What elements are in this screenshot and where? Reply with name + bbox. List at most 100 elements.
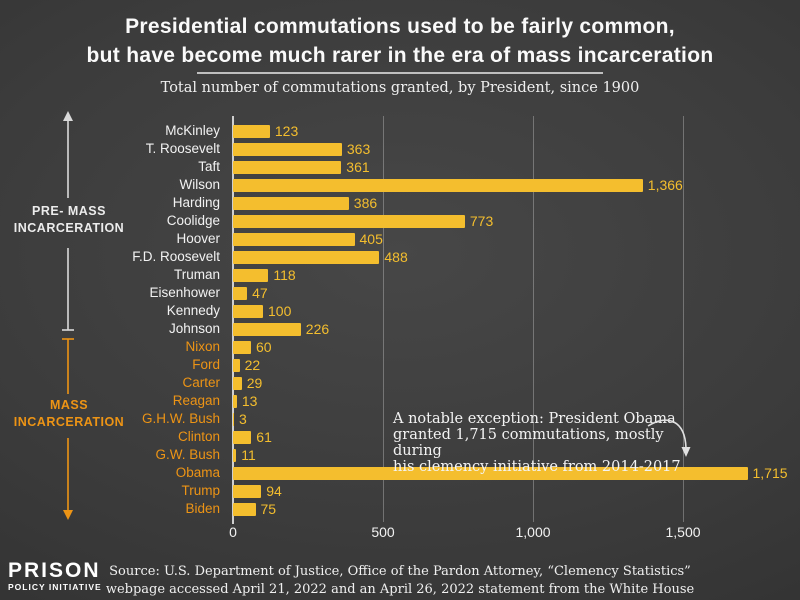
annotation-arrow-icon: [647, 419, 691, 457]
president-label: McKinley: [165, 123, 220, 138]
chart-row: Trump 94: [0, 482, 800, 500]
president-label: G.W. Bush: [155, 447, 220, 462]
president-label: G.H.W. Bush: [141, 411, 220, 426]
chart-row: McKinley 123: [0, 122, 800, 140]
president-label: T. Roosevelt: [145, 141, 220, 156]
logo-prison: PRISON: [8, 559, 101, 582]
bar: [233, 160, 342, 174]
president-label: Trump: [181, 483, 220, 498]
bar: [233, 250, 380, 264]
value-label: 363: [346, 141, 371, 157]
value-label: 386: [353, 195, 378, 211]
gridline: [683, 116, 684, 522]
president-label: F.D. Roosevelt: [132, 249, 220, 264]
president-label: Nixon: [185, 339, 220, 354]
value-label: 1,366: [647, 177, 683, 193]
chart-row: Kennedy 100: [0, 302, 800, 320]
source-line-1: Source: U.S. Department of Justice, Offi…: [109, 564, 691, 579]
bar: [233, 358, 240, 372]
value-label: 22: [244, 357, 261, 373]
chart-row: Harding 386: [0, 194, 800, 212]
source-line-2: webpage accessed April 21, 2022 and an A…: [105, 581, 695, 597]
value-label: 405: [359, 231, 383, 247]
president-label: Kennedy: [166, 303, 220, 318]
value-label: 488: [384, 249, 408, 265]
value-label: 11: [241, 447, 256, 463]
chart-row: Coolidge 773: [0, 212, 800, 230]
chart-row: Reagan 13: [0, 392, 800, 410]
value-label: 75: [260, 501, 277, 517]
bar: [233, 340, 251, 354]
x-tick-label: 1,500: [665, 524, 701, 540]
president-label: Truman: [173, 267, 220, 282]
president-label: Johnson: [168, 321, 220, 336]
value-label: 118: [273, 267, 296, 283]
chart-row: Johnson 226: [0, 320, 800, 338]
president-label: Coolidge: [166, 213, 220, 228]
gridline: [533, 116, 534, 522]
president-label: Harding: [172, 195, 220, 210]
value-label: 361: [346, 159, 370, 175]
value-label: 13: [241, 393, 258, 409]
chart-row: Carter 29: [0, 374, 800, 392]
value-label: 29: [246, 375, 263, 391]
value-label: 100: [268, 303, 292, 319]
chart-row: Wilson 1,366: [0, 176, 800, 194]
logo-policy-initiative: POLICY INITIATIVE: [8, 582, 102, 592]
chart-row: T. Roosevelt 363: [0, 140, 800, 158]
president-label: Taft: [198, 159, 220, 174]
bar: [233, 412, 234, 426]
obama-annotation: A notable exception: President Obama gra…: [393, 411, 681, 475]
president-label: Clinton: [177, 429, 220, 444]
president-label: Hoover: [176, 231, 220, 246]
chart-row: Hoover 405: [0, 230, 800, 248]
president-label: Obama: [175, 465, 220, 480]
president-label: Reagan: [172, 393, 220, 408]
title-divider: [197, 72, 603, 74]
x-tick-label: 1,000: [515, 524, 551, 540]
pre-mass-arrow-icon: [62, 111, 74, 331]
bar: [233, 322, 301, 336]
y-axis-line: [232, 116, 234, 524]
chart-row: Taft 361: [0, 158, 800, 176]
chart-row: F.D. Roosevelt 488: [0, 248, 800, 266]
bar: [233, 484, 262, 498]
ppi-logo: PRISON POLICY INITIATIVE: [8, 560, 102, 592]
chart-row: Truman 118: [0, 266, 800, 284]
value-label: 773: [469, 213, 494, 229]
gridline: [383, 116, 384, 522]
bar: [233, 142, 342, 156]
chart-row: Eisenhower 47: [0, 284, 800, 302]
bar: [233, 268, 269, 282]
bar: [233, 214, 465, 228]
chart-row: Ford 22: [0, 356, 800, 374]
bar: [233, 124, 270, 138]
chart-row: Biden 75: [0, 500, 800, 518]
x-tick-label: 0: [229, 524, 237, 540]
bar: [233, 304, 263, 318]
chart-row: Nixon 60: [0, 338, 800, 356]
value-label: 60: [256, 339, 272, 355]
chart-row: Clinton 61: [0, 428, 800, 446]
mass-incarceration-label: MASS INCARCERATION: [13, 398, 125, 429]
president-label: Wilson: [179, 177, 220, 192]
title-line-1: Presidential commutations used to be fai…: [125, 15, 675, 38]
chart-title: Presidential commutations used to be fai…: [0, 12, 800, 70]
chart-row: G.H.W. Bush 3: [0, 410, 800, 428]
value-label: 226: [305, 321, 330, 337]
value-label: 123: [274, 123, 299, 139]
value-label: 94: [266, 483, 282, 499]
x-tick-label: 500: [371, 524, 395, 540]
chart-row: Obama 1,715: [0, 464, 800, 482]
pre-mass-label: PRE- MASS INCARCERATION: [13, 204, 125, 235]
president-label: Ford: [192, 357, 220, 372]
president-label: Carter: [182, 375, 220, 390]
bar: [233, 178, 643, 192]
value-label: 61: [256, 429, 272, 445]
chart-subtitle: Total number of commutations granted, by…: [160, 80, 640, 96]
president-label: Biden: [185, 501, 220, 516]
bar: [233, 466, 748, 480]
bar: [233, 502, 256, 516]
bar: [233, 394, 237, 408]
